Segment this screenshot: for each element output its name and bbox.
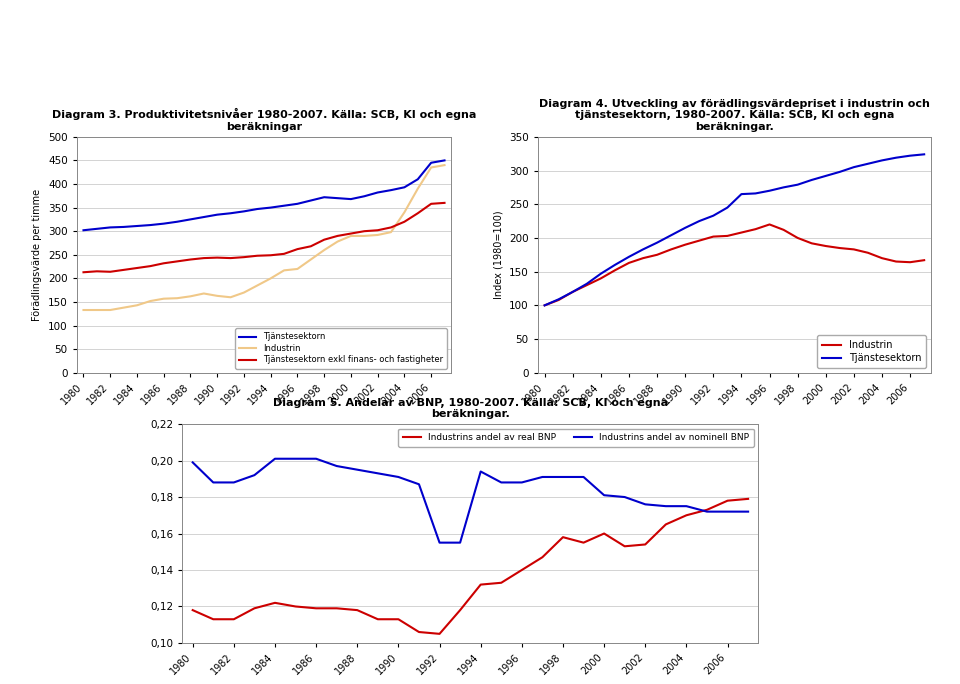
Legend: Industrins andel av real BNP, Industrins andel av nominell BNP: Industrins andel av real BNP, Industrins…: [398, 429, 754, 447]
Title: Diagram 4. Utveckling av förädlingsvärdepriset i industrin och
tjänstesektorn, 1: Diagram 4. Utveckling av förädlingsvärde…: [539, 98, 930, 132]
Title: Diagram 5. Andelar av BNP, 1980-2007. Källa: SCB, KI och egna
beräkningar.: Diagram 5. Andelar av BNP, 1980-2007. Kä…: [273, 397, 668, 419]
Legend: Tjänstesektorn, Industrin, Tjänstesektorn exkl finans- och fastigheter: Tjänstesektorn, Industrin, Tjänstesektor…: [235, 328, 447, 369]
Title: Diagram 3. Produktivitetsnivåer 1980-2007. Källa: SCB, KI och egna
beräkningar: Diagram 3. Produktivitetsnivåer 1980-200…: [52, 108, 476, 132]
Y-axis label: Förädlingsvärde per timme: Förädlingsvärde per timme: [33, 189, 42, 321]
Text: unionen: unionen: [724, 41, 889, 75]
Y-axis label: Index (1980=100): Index (1980=100): [493, 211, 503, 299]
Legend: Industrin, Tjänstesektorn: Industrin, Tjänstesektorn: [817, 335, 926, 368]
